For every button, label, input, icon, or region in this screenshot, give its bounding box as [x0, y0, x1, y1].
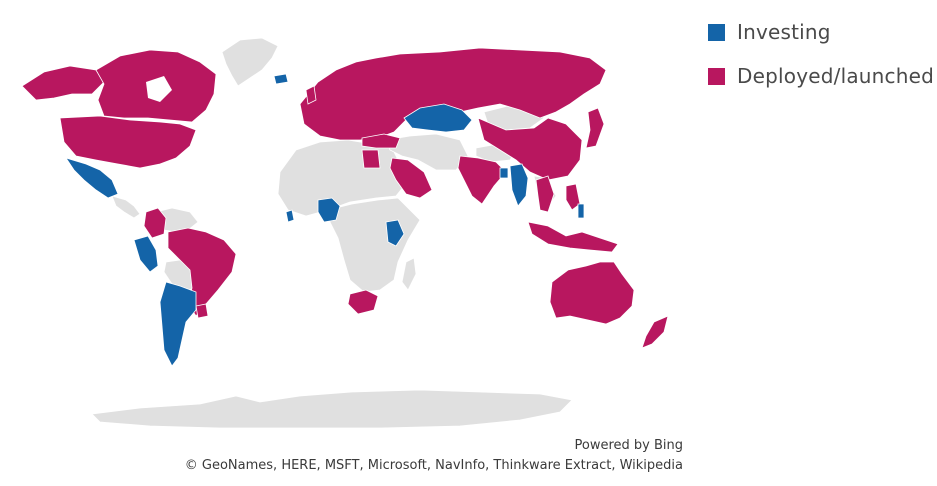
legend-swatch-deployed — [708, 67, 725, 85]
region-philippines — [565, 183, 581, 211]
legend-swatch-investing — [708, 23, 725, 41]
region-kazakhstan — [403, 103, 473, 133]
region-ghana — [285, 209, 295, 223]
map-deployed-layer — [21, 47, 669, 349]
region-philippines-south — [577, 203, 585, 219]
region-thailand-vietnam — [535, 175, 555, 213]
region-argentina-chile — [159, 281, 197, 367]
region-australia — [549, 261, 635, 325]
region-india — [457, 155, 507, 205]
powered-by-credit: Powered by Bing — [574, 438, 683, 453]
region-south-africa — [347, 289, 379, 315]
region-madagascar — [401, 257, 417, 291]
region-kenya — [385, 219, 405, 247]
region-greenland — [221, 37, 279, 87]
region-uruguay — [195, 303, 209, 319]
region-nigeria — [317, 197, 341, 223]
region-hudson-bay — [146, 76, 172, 102]
region-indonesia — [527, 221, 619, 253]
region-saudi-arabia — [389, 157, 433, 199]
region-peru — [133, 235, 159, 273]
legend-label-investing: Investing — [737, 20, 831, 44]
map-legend: Investing Deployed/launched — [708, 18, 934, 106]
map-investing-layer — [65, 73, 585, 367]
region-new-zealand — [641, 315, 669, 349]
region-iceland — [273, 73, 289, 85]
region-colombia — [143, 207, 167, 239]
region-myanmar — [509, 163, 529, 207]
legend-item-investing: Investing — [708, 18, 934, 46]
legend-item-deployed: Deployed/launched — [708, 62, 934, 90]
region-alaska — [21, 65, 105, 101]
region-turkey — [361, 133, 401, 149]
data-sources-credit: © GeoNames, HERE, MSFT, Microsoft, NavIn… — [184, 458, 683, 473]
region-bangladesh — [499, 167, 509, 179]
region-antarctica — [91, 389, 573, 429]
region-mexico — [65, 157, 119, 199]
region-uk — [305, 85, 317, 105]
region-usa — [59, 115, 197, 169]
region-japan — [585, 107, 605, 149]
region-egypt — [361, 149, 381, 169]
region-central-america — [111, 195, 141, 219]
legend-label-deployed: Deployed/launched — [737, 64, 935, 88]
region-middle-east — [385, 133, 469, 171]
region-china — [477, 117, 583, 181]
